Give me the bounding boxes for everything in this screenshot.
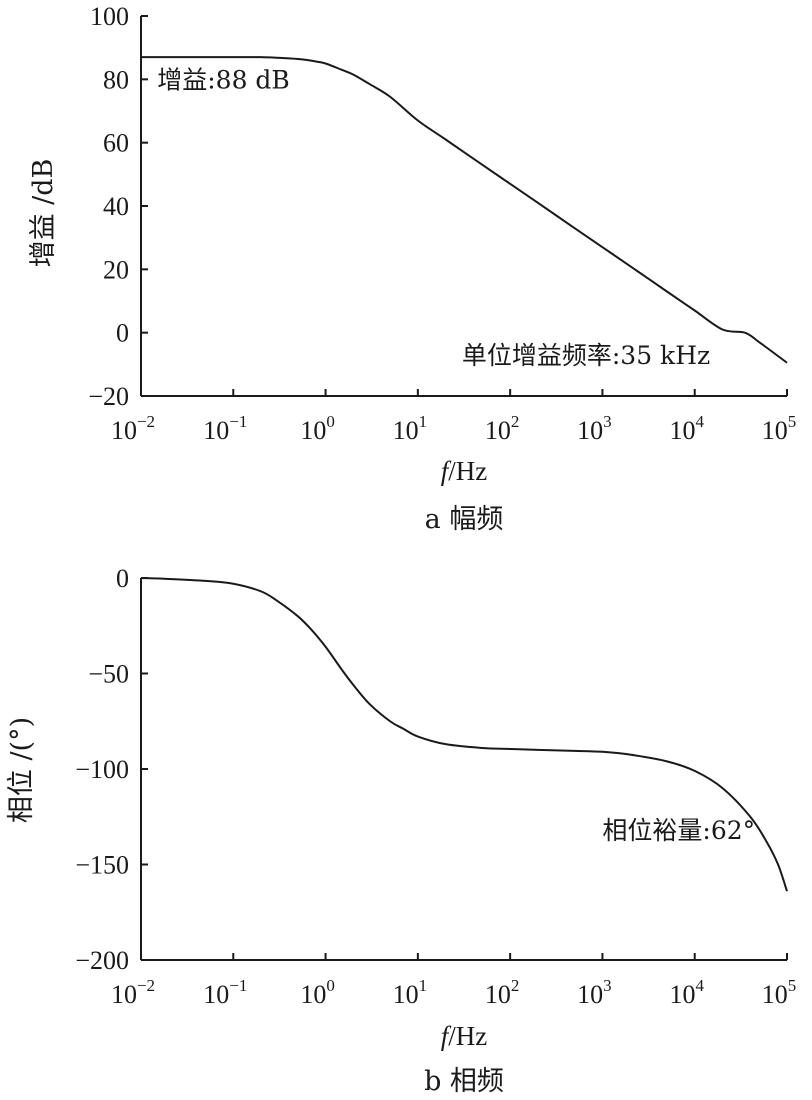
gain-panel-caption: a 幅频 [425, 504, 504, 535]
gain-annotations: 增益:88 dB 单位增益频率:35 kHz [157, 65, 710, 370]
gain-x-tick-label: 103 [577, 412, 612, 445]
phase-x-tick-label: 103 [577, 976, 612, 1009]
gain-y-tick-label: 100 [90, 2, 129, 31]
gain-x-axis-label: f/Hz [441, 456, 488, 486]
gain-x-tick-label: 102 [485, 412, 519, 445]
gain-x-tick-label: 100 [300, 412, 335, 445]
gain-y-tick-label: 60 [103, 129, 129, 158]
phase-x-axis-unit: /Hz [448, 1021, 487, 1051]
phase-annotation: 相位裕量:62° [602, 816, 755, 845]
gain-y-tick-label: 80 [103, 65, 129, 94]
gain-y-tick-label: 40 [103, 192, 129, 221]
phase-x-tick-label: 10−1 [203, 976, 247, 1009]
gain-y-tick-label: 20 [103, 255, 129, 284]
phase-annotations: 相位裕量:62° [602, 816, 755, 845]
gain-x-tick-label: 104 [669, 412, 704, 445]
phase-x-tick-label: 102 [485, 976, 519, 1009]
phase-y-tick-label: −100 [75, 755, 129, 784]
gain-y-tick-label: −20 [88, 382, 129, 411]
phase-x-tick-label: 104 [669, 976, 704, 1009]
phase-x-tick-label: 10−2 [111, 976, 155, 1009]
phase-y-tick-label: −150 [75, 851, 129, 880]
gain-curve [140, 56, 788, 364]
gain-y-axis-label: 增益 /dB [28, 159, 59, 268]
phase-y-tick-label: 0 [116, 564, 129, 593]
phase-x-axis-label: f/Hz [441, 1021, 488, 1051]
phase-panel-caption: b 相频 [424, 1066, 504, 1097]
gain-annotation: 单位增益频率:35 kHz [462, 341, 710, 370]
gain-axes [140, 16, 787, 397]
phase-x-tick-label: 105 [762, 976, 797, 1009]
phase-curve-group [140, 577, 788, 892]
phase-curve [140, 577, 788, 892]
gain-x-axis-unit: /Hz [448, 456, 487, 486]
phase-axes [140, 578, 787, 961]
phase-y-tick-label: −200 [75, 946, 129, 975]
gain-curve-group [140, 56, 788, 364]
phase-x-tick-label: 101 [393, 976, 428, 1009]
phase-x-tick-label: 100 [300, 976, 335, 1009]
gain-x-tick-label: 105 [762, 412, 797, 445]
gain-x-tick-label: 101 [393, 412, 428, 445]
phase-y-axis-label: 相位 /(°) [6, 717, 37, 823]
phase-y-tick-label: −50 [88, 660, 129, 689]
phase-x-axis-symbol: f [441, 1021, 452, 1051]
gain-x-tick-label: 10−2 [111, 412, 155, 445]
gain-x-tick-label: 10−1 [203, 412, 247, 445]
gain-x-axis-symbol: f [441, 456, 452, 486]
gain-y-tick-label: 0 [116, 319, 129, 348]
gain-annotation: 增益:88 dB [157, 65, 290, 94]
